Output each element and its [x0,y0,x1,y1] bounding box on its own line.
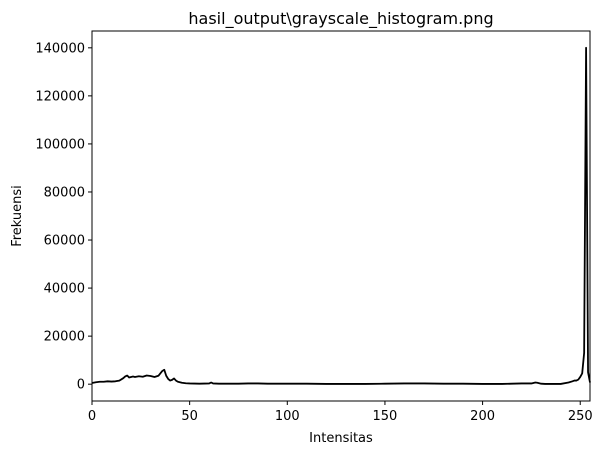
y-axis-label: Frekuensi [10,185,25,247]
y-tick-label: 120000 [35,89,85,104]
x-tick-label: 250 [568,409,593,424]
y-axis-ticks: 0 20000 40000 60000 80000 100000 120000 140000 [35,41,92,393]
x-tick-label: 200 [470,409,495,424]
y-tick-label: 140000 [35,41,85,56]
y-tick-label: 0 [77,378,85,393]
y-tick-label: 100000 [35,137,85,152]
x-tick-label: 100 [275,409,300,424]
x-tick-label: 150 [373,409,398,424]
y-tick-label: 60000 [44,234,85,249]
series-line [91,46,591,385]
plot-frame [91,30,591,402]
y-tick-label: 20000 [44,330,85,345]
x-axis-ticks: 0 50 100 150 200 250 [88,401,593,424]
x-axis-label: Intensitas [309,431,373,446]
y-tick-label: 40000 [44,282,85,297]
chart-title: hasil_output\grayscale_histogram.png [188,9,493,29]
x-tick-label: 50 [181,409,198,424]
y-tick-label: 80000 [44,185,85,200]
x-tick-label: 0 [88,409,96,424]
